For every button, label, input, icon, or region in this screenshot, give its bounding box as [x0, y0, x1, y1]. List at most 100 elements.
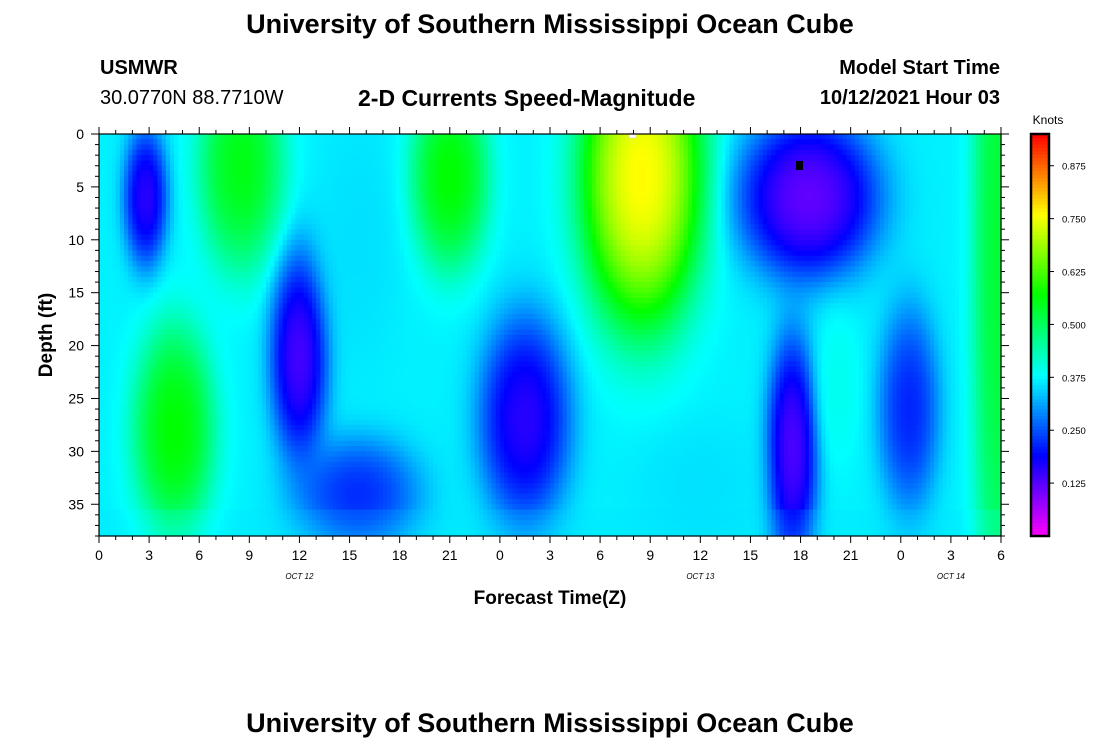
heatmap-cell — [558, 218, 564, 225]
heatmap-cell — [190, 234, 196, 241]
heatmap-cell — [566, 192, 572, 199]
heatmap-cell — [967, 213, 973, 220]
heatmap-cell — [750, 239, 756, 246]
heatmap-cell — [984, 181, 990, 188]
heatmap-cell — [332, 139, 338, 146]
heatmap-cell — [286, 245, 292, 251]
heatmap-cell — [992, 218, 998, 225]
heatmap-cell — [541, 144, 547, 151]
heatmap-cell — [558, 197, 564, 204]
heatmap-cell — [641, 144, 647, 151]
heatmap-cell — [261, 171, 267, 177]
heatmap-cell — [996, 181, 1002, 188]
heatmap-cell — [236, 213, 242, 220]
heatmap-cell — [533, 234, 539, 241]
heatmap-cell — [654, 250, 660, 257]
heatmap-cell — [299, 234, 305, 241]
heatmap-cell — [675, 171, 681, 177]
heatmap-cell — [140, 213, 146, 220]
heatmap-cell — [311, 139, 317, 146]
heatmap-cell — [913, 155, 919, 162]
heatmap-cell — [863, 218, 868, 225]
heatmap-cell — [930, 234, 935, 241]
heatmap-cell — [733, 245, 739, 251]
heatmap-cell — [867, 155, 873, 162]
heatmap-cell — [303, 171, 309, 177]
heatmap-cell — [821, 223, 827, 230]
heatmap-cell — [149, 218, 154, 225]
heatmap-cell — [671, 239, 676, 246]
heatmap-cell — [157, 155, 163, 162]
heatmap-cell — [140, 186, 146, 193]
heatmap-cell — [892, 213, 898, 220]
heatmap-cell — [487, 160, 493, 167]
heatmap-cell — [838, 144, 843, 151]
heatmap-cell — [892, 181, 898, 188]
heatmap-cell — [291, 245, 296, 251]
heatmap-cell — [278, 171, 284, 177]
heatmap-cell — [879, 239, 885, 246]
heatmap-cell — [428, 229, 434, 236]
heatmap-cell — [558, 213, 564, 220]
heatmap-cell — [608, 202, 614, 209]
heatmap-cell — [616, 160, 622, 167]
heatmap-cell — [178, 144, 184, 151]
heatmap-cell — [813, 165, 818, 172]
heatmap-cell — [570, 144, 576, 151]
heatmap-cell — [291, 239, 296, 246]
heatmap-cell — [107, 155, 113, 162]
heatmap-cell — [504, 165, 509, 172]
heatmap-cell — [583, 208, 589, 214]
heatmap-cell — [800, 186, 806, 193]
heatmap-cell — [115, 181, 121, 188]
heatmap-cell — [311, 171, 317, 177]
heatmap-cell — [641, 202, 647, 209]
heatmap-cell — [495, 234, 501, 241]
heatmap-cell — [483, 160, 488, 167]
heatmap-cell — [387, 202, 392, 209]
heatmap-cell — [111, 149, 117, 156]
heatmap-cell — [955, 202, 960, 209]
heatmap-cell — [708, 245, 714, 251]
heatmap-cell — [395, 165, 401, 172]
heatmap-cell — [349, 234, 355, 241]
heatmap-cell — [103, 134, 108, 140]
heatmap-cell — [458, 134, 463, 140]
heatmap-cell — [433, 176, 438, 183]
heatmap-cell — [99, 139, 104, 146]
heatmap-cell — [529, 139, 534, 146]
heatmap-cell — [612, 139, 618, 146]
heatmap-cell — [566, 223, 572, 230]
heatmap-cell — [357, 181, 363, 188]
heatmap-cell — [963, 155, 969, 162]
heatmap-cell — [190, 134, 196, 140]
heatmap-cell — [767, 181, 772, 188]
heatmap-cell — [270, 218, 275, 225]
heatmap-cell — [316, 186, 321, 193]
heatmap-cell — [207, 197, 213, 204]
heatmap-cell — [249, 197, 255, 204]
heatmap-cell — [479, 186, 484, 193]
heatmap-cell — [833, 234, 839, 241]
heatmap-cell — [729, 202, 735, 209]
heatmap-cell — [374, 181, 380, 188]
heatmap-cell — [800, 208, 806, 214]
heatmap-cell — [483, 213, 488, 220]
heatmap-cell — [324, 229, 330, 236]
heatmap-cell — [186, 223, 192, 230]
heatmap-cell — [879, 165, 885, 172]
heatmap-cell — [662, 197, 668, 204]
heatmap-cell — [946, 134, 952, 140]
heatmap-cell — [533, 250, 539, 257]
heatmap-cell — [921, 160, 927, 167]
heatmap-cell — [967, 171, 973, 177]
heatmap-cell — [524, 139, 530, 146]
heatmap-cell — [499, 181, 505, 188]
heatmap-cell — [345, 202, 351, 209]
heatmap-cell — [353, 239, 359, 246]
heatmap-cell — [215, 239, 221, 246]
heatmap-cell — [144, 197, 150, 204]
heatmap-cell — [107, 239, 113, 246]
heatmap-cell — [829, 171, 835, 177]
heatmap-cell — [696, 186, 701, 193]
